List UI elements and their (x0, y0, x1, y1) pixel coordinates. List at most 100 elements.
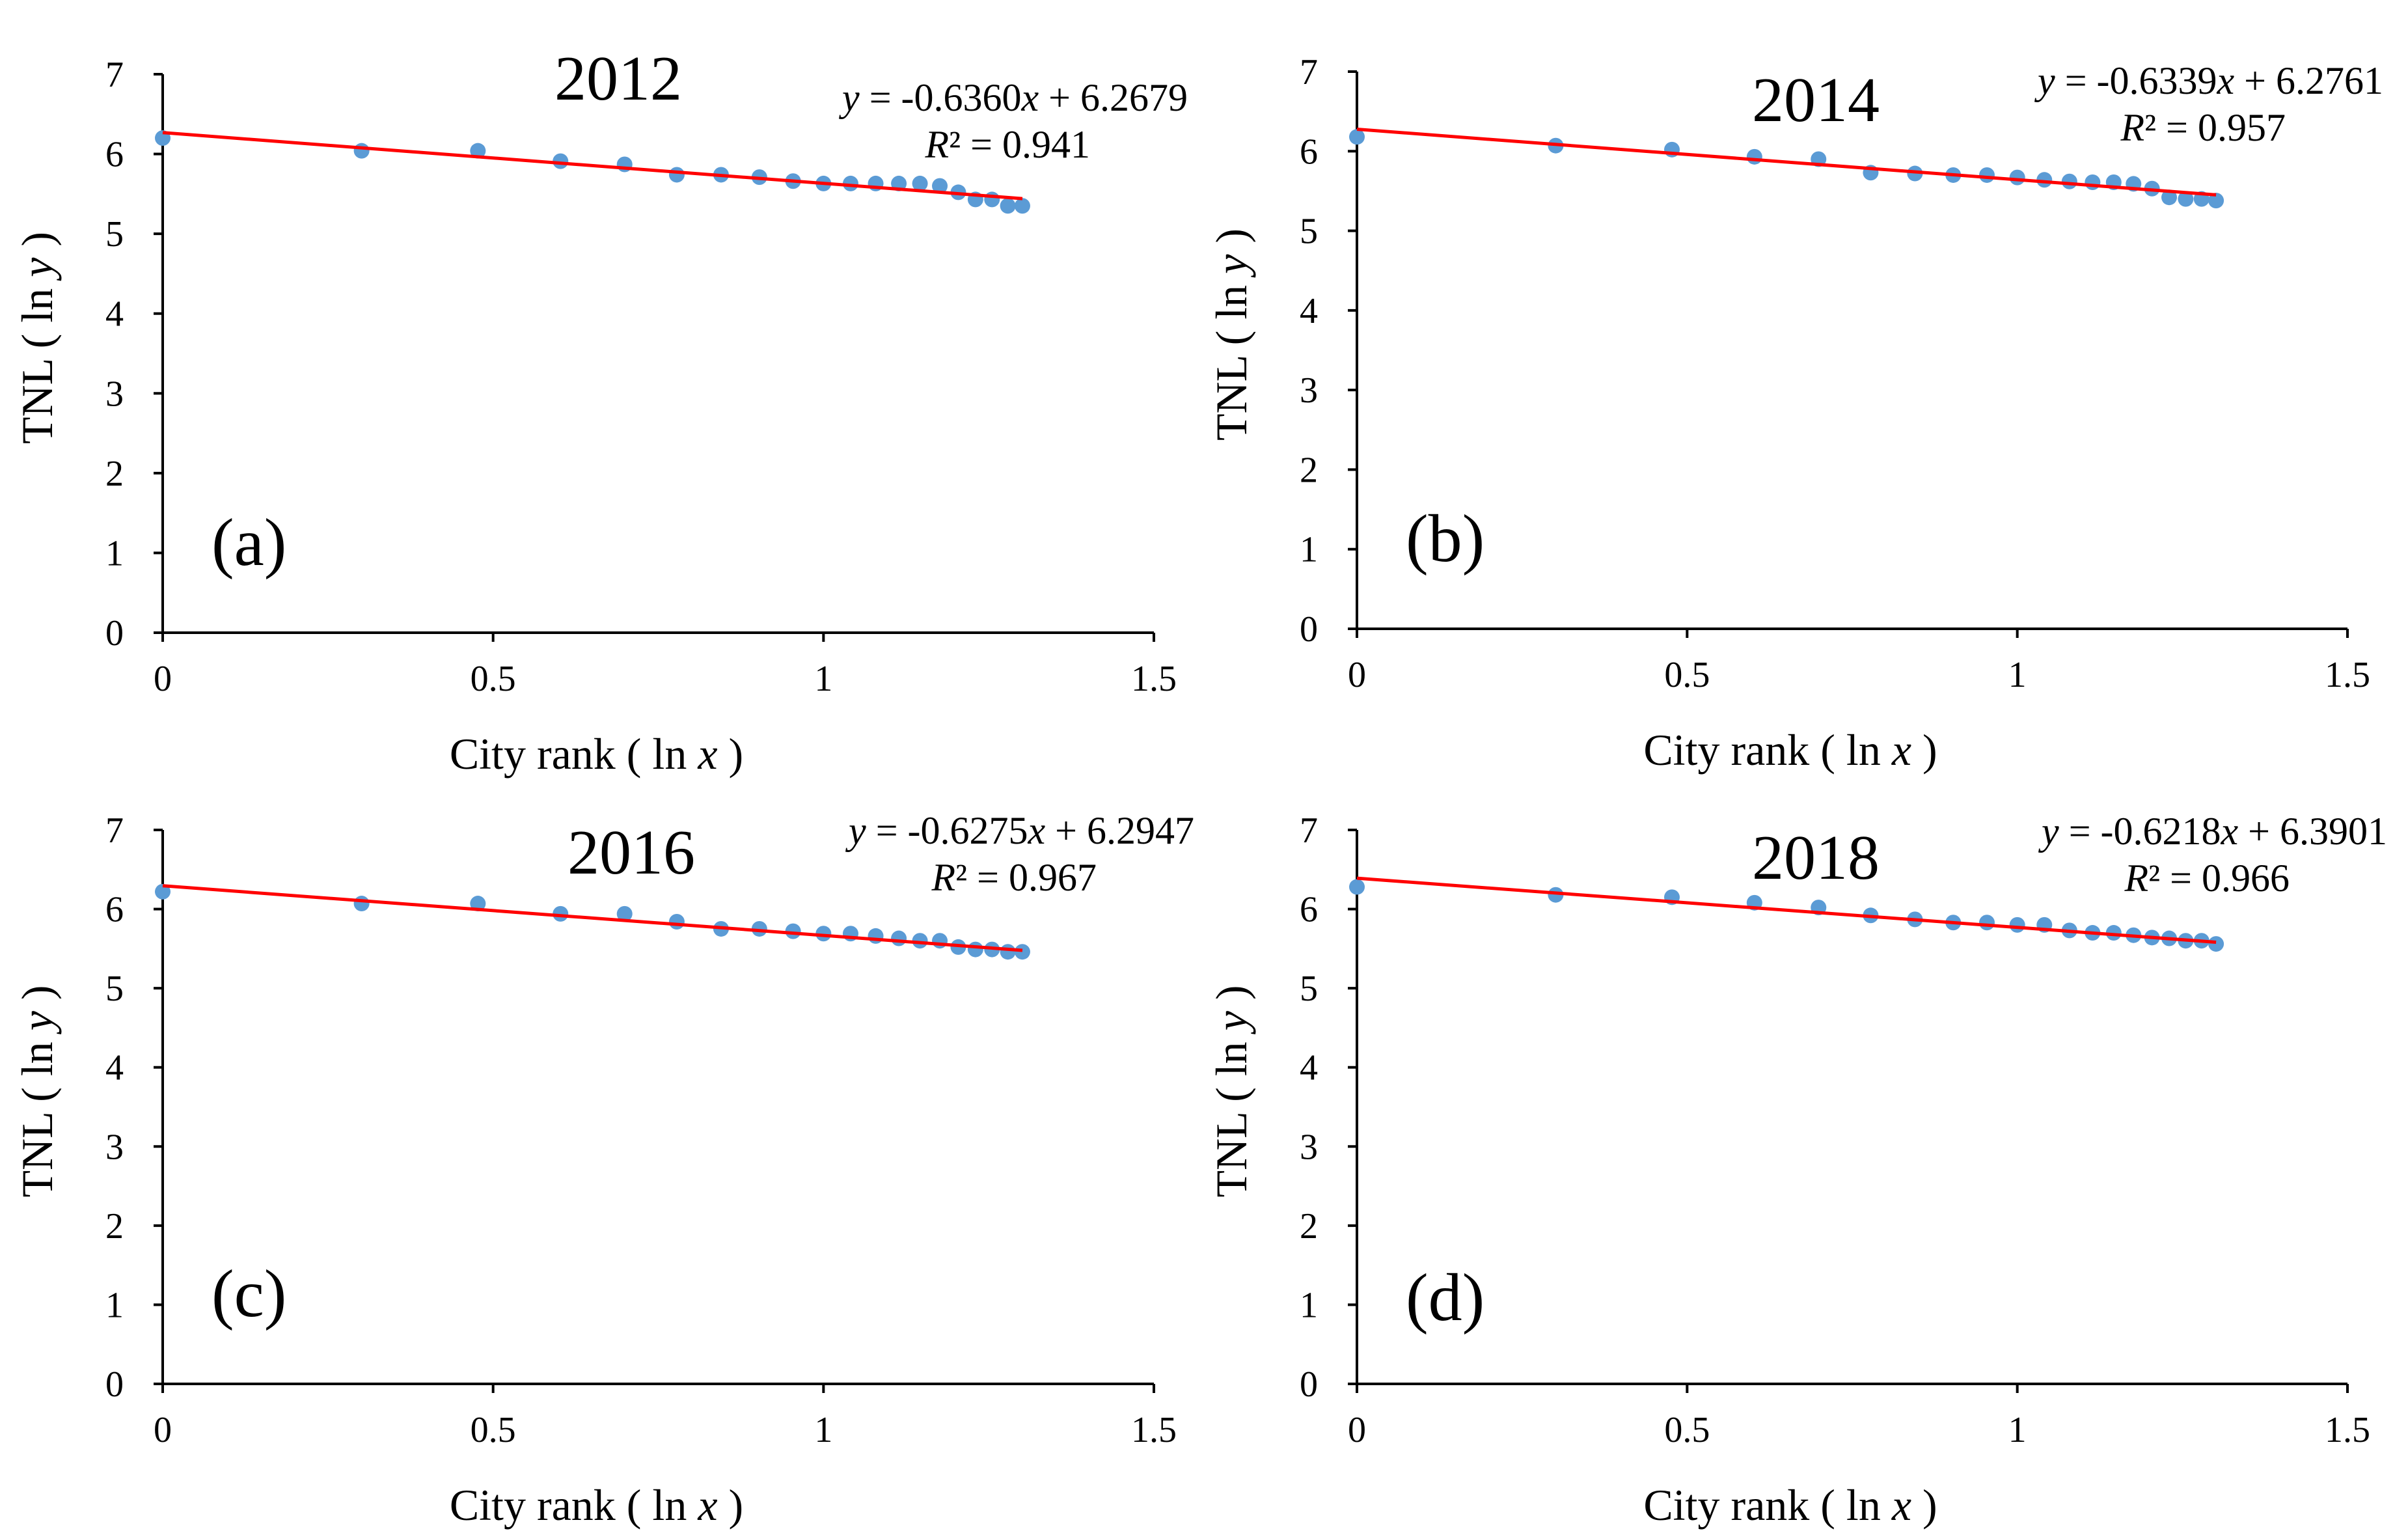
data-point (2036, 172, 2053, 188)
x-tick-label: 0 (154, 1410, 172, 1450)
x-axis-title-var: x (697, 1480, 717, 1530)
data-point (1978, 167, 1995, 183)
equation-x: x (1021, 76, 1039, 119)
x-tick-label: 0 (154, 659, 172, 699)
data-point (2178, 191, 2194, 207)
y-tick-label: 6 (1300, 890, 1318, 930)
y-tick-label: 0 (105, 1364, 124, 1405)
x-axis-title-text: City rank ( ln (450, 729, 698, 779)
data-point (353, 896, 370, 912)
y-tick-label: 6 (105, 135, 124, 175)
x-tick-label: 1.5 (2325, 655, 2370, 695)
y-tick-label: 3 (105, 374, 124, 414)
x-axis-title: City rank ( ln x ) (450, 1480, 743, 1530)
y-axis-title-end: ) (1207, 985, 1256, 1011)
data-point (1014, 944, 1030, 960)
data-point (553, 905, 569, 922)
r-squared-value: ² = 0.967 (955, 856, 1097, 899)
equation-y: y (838, 76, 860, 119)
y-tick-label: 1 (1300, 530, 1318, 570)
data-point (2009, 917, 2025, 933)
y-tick-label: 3 (1300, 370, 1318, 411)
regression-equation: y = -0.6339x + 6.2761 (2034, 59, 2383, 102)
x-tick-label: 1.5 (1131, 659, 1177, 699)
data-point (2208, 936, 2224, 952)
y-axis-title: TNL ( ln y ) (12, 232, 62, 444)
r-squared: R² = 0.966 (2124, 857, 2290, 900)
data-point (2208, 193, 2224, 209)
x-axis-title-end: ) (718, 729, 744, 779)
panel-label: (b) (1406, 501, 1484, 576)
y-tick-label: 0 (1300, 609, 1318, 650)
equation-slope: = -0.6218 (2059, 810, 2221, 853)
data-point (1014, 198, 1030, 214)
x-tick-label: 0 (1348, 655, 1366, 695)
chart-title: 2018 (1752, 823, 1880, 893)
x-axis-title-end: ) (1911, 725, 1937, 775)
chart-title: 2012 (554, 44, 682, 114)
data-point (1000, 198, 1016, 214)
y-axis-title: TNL ( ln y ) (1207, 228, 1256, 441)
data-point (616, 905, 633, 922)
data-point (2105, 925, 2122, 941)
y-tick-label: 4 (1300, 291, 1318, 331)
y-tick-label: 2 (105, 454, 124, 494)
data-point (868, 928, 884, 944)
y-axis-title-text: TNL ( ln (12, 277, 62, 444)
y-tick-label: 3 (1300, 1127, 1318, 1167)
panel-label: (d) (1406, 1260, 1484, 1335)
x-tick-label: 1 (814, 659, 832, 699)
data-point (353, 143, 370, 159)
r-squared-symbol: R (2124, 857, 2149, 900)
panel-label: (c) (212, 1256, 286, 1331)
equation-intercept: + 6.2761 (2234, 59, 2383, 102)
equation-x: x (2217, 59, 2235, 102)
data-point (2009, 169, 2025, 186)
equation-y: y (845, 809, 866, 852)
data-point (470, 143, 486, 159)
y-tick-label: 2 (1300, 450, 1318, 490)
r-squared: R² = 0.957 (2120, 106, 2286, 149)
data-point (1746, 148, 1762, 165)
data-point (1000, 944, 1016, 960)
data-point (1548, 887, 1564, 903)
data-point (984, 191, 1000, 208)
x-tick-label: 1 (814, 1410, 832, 1450)
equation-y: y (2038, 810, 2059, 853)
r-squared: R² = 0.941 (925, 123, 1090, 166)
x-axis-title-var: x (1891, 725, 1911, 775)
y-tick-label: 4 (105, 1048, 124, 1088)
equation-x: x (1028, 809, 1046, 852)
y-tick-label: 7 (105, 55, 124, 95)
r-squared: R² = 0.967 (931, 856, 1097, 899)
y-tick-label: 3 (105, 1127, 124, 1167)
x-axis-title-end: ) (1911, 1480, 1937, 1530)
trendline (162, 131, 1023, 200)
y-tick-label: 0 (1300, 1364, 1318, 1405)
r-squared-value: ² = 0.957 (2144, 106, 2286, 149)
data-point (932, 933, 948, 949)
data-point (2161, 189, 2178, 206)
y-tick-label: 5 (105, 969, 124, 1009)
y-axis-title-text: TNL ( ln (1207, 274, 1256, 441)
y-tick-label: 5 (105, 214, 124, 255)
y-tick-label: 5 (1300, 212, 1318, 252)
x-axis-title-var: x (1891, 1480, 1911, 1530)
y-axis-title-text: TNL ( ln (1207, 1030, 1256, 1197)
equation-slope: = -0.6275 (866, 809, 1028, 852)
data-point (785, 923, 801, 939)
y-tick-label: 5 (1300, 969, 1318, 1009)
y-axis-title-var: y (1207, 254, 1256, 278)
data-point (2061, 173, 2077, 189)
data-point (932, 178, 948, 194)
x-axis-title-text: City rank ( ln (1643, 1480, 1892, 1530)
y-tick-label: 0 (105, 613, 124, 654)
y-axis-title-end: ) (12, 232, 62, 258)
data-point (2085, 174, 2101, 190)
x-tick-label: 1 (2008, 1410, 2027, 1450)
data-point (842, 175, 858, 191)
